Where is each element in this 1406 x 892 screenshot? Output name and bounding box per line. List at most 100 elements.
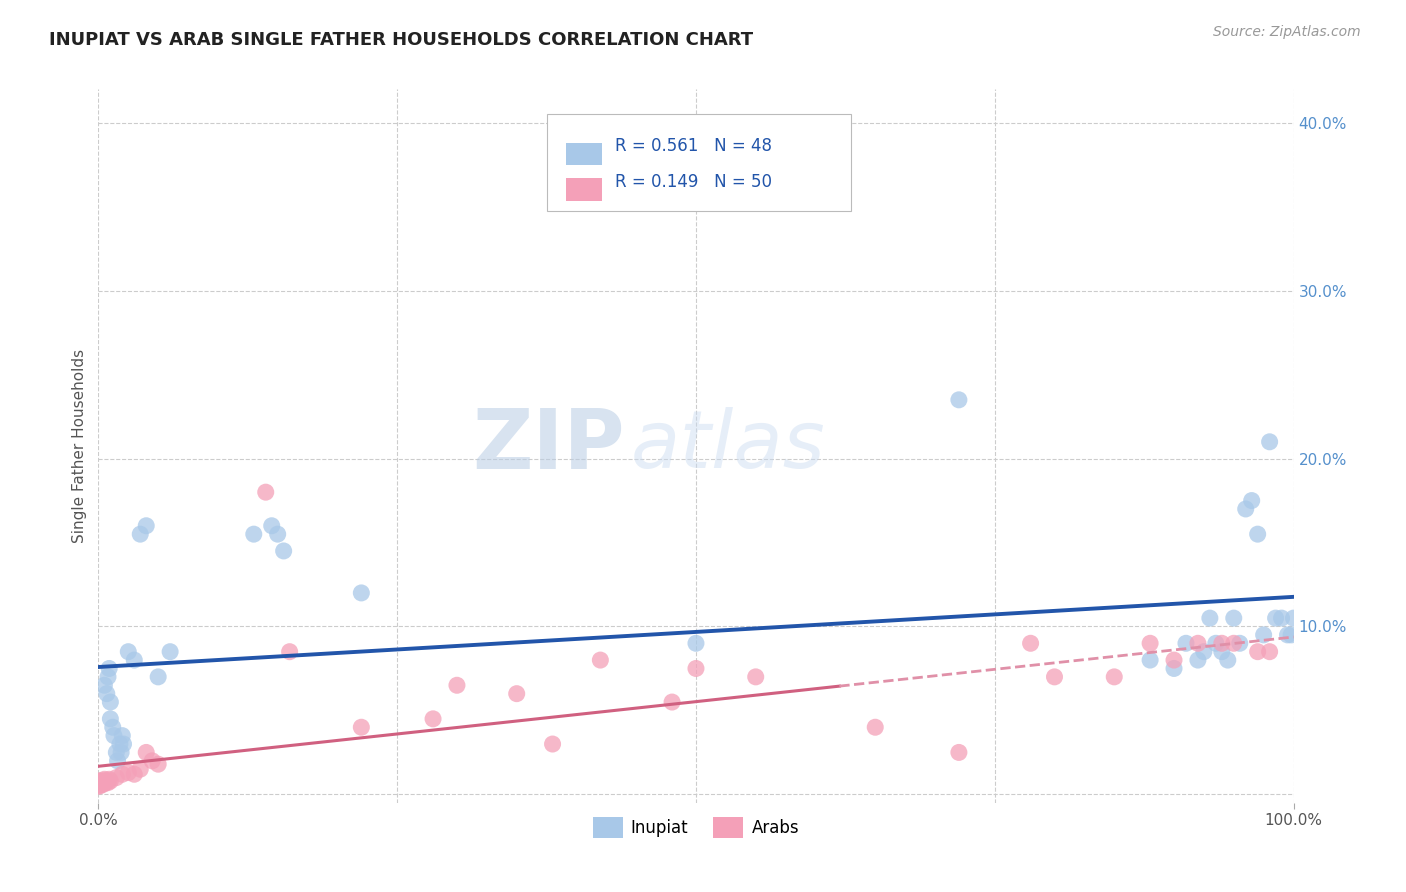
Y-axis label: Single Father Households: Single Father Households — [72, 349, 87, 543]
Point — [1240, 493, 1263, 508]
Text: R = 0.149   N = 50: R = 0.149 N = 50 — [614, 173, 772, 191]
Point — [1277, 628, 1299, 642]
Point — [110, 746, 132, 760]
Point — [96, 687, 118, 701]
FancyBboxPatch shape — [565, 143, 602, 165]
Point — [1175, 636, 1198, 650]
Point — [103, 729, 125, 743]
Point — [111, 767, 134, 781]
Point — [1247, 527, 1270, 541]
Point — [117, 765, 139, 780]
Point — [685, 661, 707, 675]
Point — [1282, 611, 1305, 625]
Point — [1139, 653, 1161, 667]
Point — [124, 653, 146, 667]
Point — [1229, 636, 1251, 650]
Point — [87, 777, 110, 791]
Point — [90, 774, 112, 789]
Point — [1187, 636, 1209, 650]
Point — [1211, 636, 1233, 650]
Point — [91, 775, 114, 789]
Point — [1199, 611, 1222, 625]
Text: ZIP: ZIP — [472, 406, 624, 486]
Point — [1223, 636, 1246, 650]
Point — [117, 645, 139, 659]
Point — [260, 518, 283, 533]
Text: Source: ZipAtlas.com: Source: ZipAtlas.com — [1213, 25, 1361, 39]
FancyBboxPatch shape — [565, 178, 602, 201]
Point — [267, 527, 290, 541]
Point — [948, 746, 970, 760]
Text: INUPIAT VS ARAB SINGLE FATHER HOUSEHOLDS CORRELATION CHART: INUPIAT VS ARAB SINGLE FATHER HOUSEHOLDS… — [49, 31, 754, 49]
Point — [105, 746, 128, 760]
Point — [1253, 628, 1275, 642]
Point — [273, 544, 295, 558]
Point — [278, 645, 301, 659]
Point — [135, 746, 157, 760]
Point — [1258, 434, 1281, 449]
Point — [90, 775, 112, 789]
Point — [422, 712, 444, 726]
Point — [91, 777, 114, 791]
Point — [685, 636, 707, 650]
Point — [1258, 645, 1281, 659]
Point — [107, 754, 129, 768]
Point — [91, 774, 114, 789]
Point — [124, 767, 146, 781]
Point — [98, 661, 121, 675]
Point — [589, 653, 612, 667]
Point — [129, 762, 152, 776]
Point — [1019, 636, 1042, 650]
Point — [129, 527, 152, 541]
Point — [506, 687, 529, 701]
Point — [93, 772, 115, 787]
Point — [87, 779, 110, 793]
Point — [97, 775, 120, 789]
Point — [108, 737, 131, 751]
Point — [1205, 636, 1227, 650]
Point — [98, 712, 122, 726]
Point — [101, 720, 124, 734]
Point — [1163, 661, 1185, 675]
Point — [1163, 653, 1185, 667]
Point — [1139, 636, 1161, 650]
Point — [1247, 645, 1270, 659]
Point — [1234, 502, 1257, 516]
Point — [112, 737, 135, 751]
Point — [105, 771, 128, 785]
Point — [148, 757, 170, 772]
Point — [1211, 645, 1233, 659]
FancyBboxPatch shape — [547, 114, 852, 211]
Point — [159, 645, 181, 659]
Point — [1271, 611, 1294, 625]
Point — [148, 670, 170, 684]
Legend: Inupiat, Arabs: Inupiat, Arabs — [586, 811, 806, 845]
Point — [865, 720, 887, 734]
Point — [93, 678, 115, 692]
Point — [96, 774, 118, 789]
Point — [87, 775, 110, 789]
Point — [98, 695, 122, 709]
Point — [661, 695, 683, 709]
Point — [135, 518, 157, 533]
Text: R = 0.561   N = 48: R = 0.561 N = 48 — [614, 137, 772, 155]
Point — [94, 775, 117, 789]
Point — [1223, 611, 1246, 625]
Point — [350, 586, 373, 600]
Point — [1216, 653, 1239, 667]
Point — [1192, 645, 1215, 659]
Point — [98, 774, 122, 789]
Point — [1104, 670, 1126, 684]
Point — [446, 678, 468, 692]
Point — [745, 670, 768, 684]
Point — [111, 729, 134, 743]
Point — [98, 772, 121, 787]
Point — [97, 670, 120, 684]
Point — [254, 485, 277, 500]
Point — [1264, 611, 1286, 625]
Text: atlas: atlas — [630, 407, 825, 485]
Point — [350, 720, 373, 734]
Point — [91, 777, 114, 791]
Point — [89, 779, 111, 793]
Point — [541, 737, 564, 751]
